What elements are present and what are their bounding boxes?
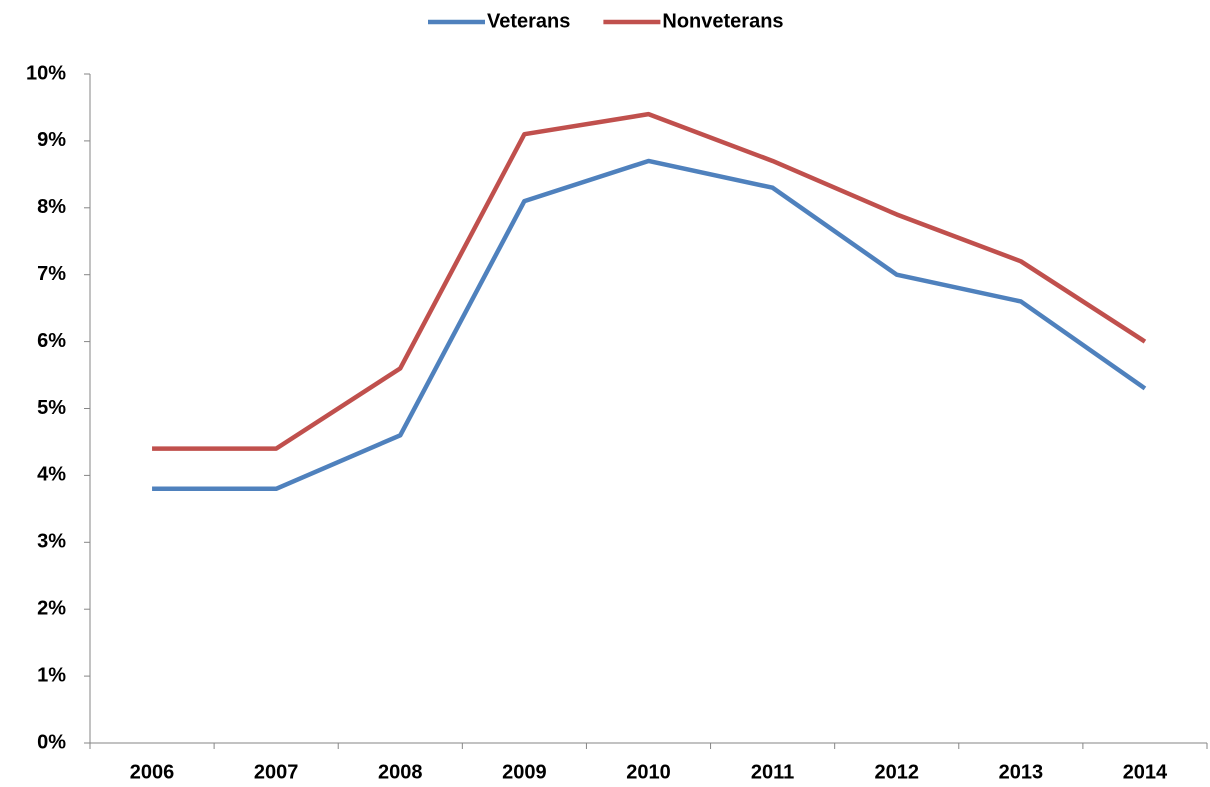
y-tick-label: 2% — [37, 597, 66, 619]
x-tick-label: 2013 — [999, 761, 1044, 783]
line-series — [152, 158, 1147, 492]
x-tick-label: 2014 — [1123, 761, 1168, 783]
x-tick-label: 2011 — [751, 761, 794, 783]
x-tick-label: 2006 — [130, 761, 175, 783]
legend-label: Nonveterans — [662, 10, 783, 32]
y-tick-label: 8% — [37, 196, 66, 218]
y-tick-label: 3% — [37, 531, 66, 553]
x-tick-label: 2012 — [874, 761, 919, 783]
y-tick-label: 5% — [37, 397, 66, 419]
line-series — [152, 111, 1147, 451]
x-tick-label: 2007 — [254, 761, 299, 783]
y-tick-label: 1% — [37, 664, 66, 686]
y-tick-label: 6% — [37, 330, 66, 352]
y-tick-label: 9% — [37, 129, 66, 151]
legend-label: Veterans — [487, 10, 570, 32]
x-tick-label: 2010 — [626, 761, 671, 783]
y-tick-label: 7% — [37, 263, 66, 285]
y-tick-label: 0% — [37, 731, 66, 753]
y-tick-label: 10% — [26, 62, 66, 84]
y-tick-label: 4% — [37, 464, 66, 486]
x-tick-label: 2009 — [502, 761, 547, 783]
x-tick-label: 2008 — [378, 761, 423, 783]
